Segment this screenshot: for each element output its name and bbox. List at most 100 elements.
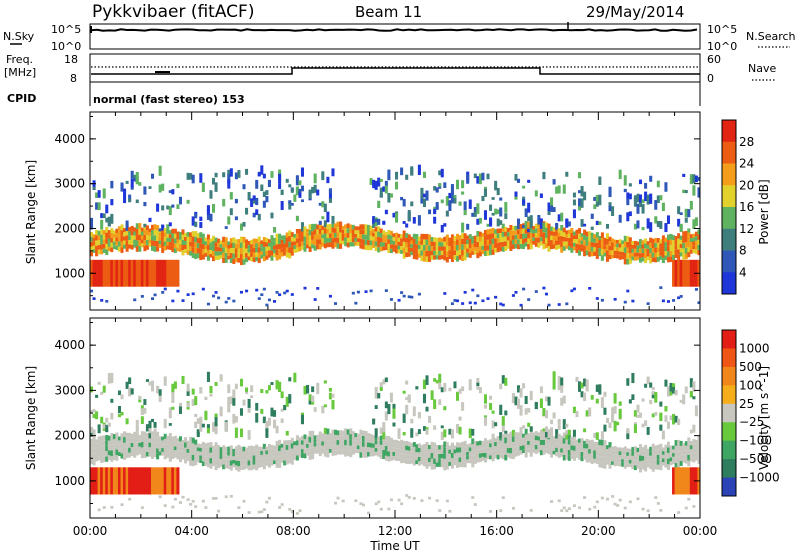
data-cell	[458, 442, 462, 448]
data-cell	[560, 236, 564, 242]
data-cell	[438, 445, 442, 450]
data-cell	[593, 454, 597, 459]
data-cell	[234, 257, 238, 263]
data-cell	[133, 298, 137, 302]
data-cell	[544, 440, 548, 445]
data-cell	[628, 459, 632, 464]
data-cell	[412, 442, 416, 447]
y-tick-label: 3000	[54, 383, 85, 397]
data-cell	[227, 174, 231, 184]
data-cell	[214, 496, 218, 500]
data-cell	[206, 239, 210, 245]
data-cell	[117, 452, 121, 456]
data-cell	[90, 426, 94, 433]
data-cell	[250, 455, 254, 461]
data-cell	[273, 245, 277, 250]
data-cell	[100, 467, 104, 495]
data-cell	[232, 463, 236, 468]
data-cell	[405, 450, 409, 455]
data-cell	[483, 417, 487, 426]
data-cell	[191, 247, 195, 253]
data-cell	[328, 188, 332, 194]
data-cell	[494, 243, 498, 248]
data-cell	[290, 246, 294, 251]
data-cell	[135, 246, 139, 252]
data-cell	[585, 410, 589, 417]
data-cell	[501, 444, 505, 450]
data-cell	[486, 239, 490, 246]
data-cell	[285, 430, 289, 436]
data-cell	[450, 452, 454, 459]
data-cell	[473, 173, 477, 179]
data-cell	[471, 239, 475, 244]
data-cell	[679, 212, 683, 216]
data-cell	[438, 255, 442, 260]
data-cell	[402, 198, 406, 207]
data-cell	[504, 246, 508, 251]
data-cell	[628, 456, 632, 460]
data-cell	[593, 234, 597, 239]
data-cell	[412, 406, 416, 417]
data-cell	[400, 291, 404, 294]
data-cell	[489, 395, 493, 400]
data-cell	[448, 428, 452, 435]
data-cell	[435, 237, 439, 243]
data-cell	[107, 238, 111, 243]
data-cell	[115, 241, 119, 246]
data-cell	[410, 451, 414, 456]
data-cell	[176, 239, 180, 244]
data-cell	[684, 454, 688, 460]
data-cell	[295, 450, 299, 456]
data-cell	[633, 446, 637, 452]
data-cell	[555, 429, 559, 439]
data-cell	[351, 233, 355, 238]
data-cell	[422, 448, 426, 453]
data-cell	[219, 406, 223, 417]
data-cell	[288, 201, 292, 210]
data-cell	[468, 243, 472, 249]
data-cell	[217, 251, 221, 256]
data-cell	[90, 431, 94, 437]
data-cell	[97, 456, 101, 461]
data-cell	[677, 462, 681, 468]
data-cell	[489, 249, 493, 256]
data-cell	[328, 237, 332, 243]
data-cell	[295, 175, 299, 186]
data-cell	[206, 205, 210, 212]
data-cell	[679, 295, 683, 298]
data-cell	[631, 394, 635, 401]
data-cell	[565, 245, 569, 249]
data-cell	[600, 249, 604, 256]
data-cell	[529, 219, 533, 229]
data-cell	[102, 230, 106, 235]
data-cell	[138, 182, 142, 186]
data-cell	[422, 244, 426, 251]
data-cell	[588, 507, 592, 511]
data-cell	[407, 455, 411, 460]
data-cell	[468, 234, 472, 239]
data-cell	[237, 248, 241, 254]
data-cell	[377, 236, 381, 242]
data-cell	[565, 423, 569, 428]
data-cell	[684, 506, 688, 510]
data-cell	[552, 443, 556, 448]
data-cell	[158, 244, 162, 248]
data-cell	[628, 258, 632, 264]
data-cell	[491, 436, 495, 442]
data-cell	[438, 183, 442, 187]
data-cell	[173, 453, 177, 458]
data-cell	[580, 244, 584, 248]
data-cell	[461, 451, 465, 458]
data-cell	[265, 421, 269, 432]
data-cell	[247, 445, 251, 451]
data-cell	[440, 168, 444, 178]
data-cell	[168, 444, 172, 451]
data-cell	[631, 241, 635, 245]
data-cell	[295, 455, 299, 461]
data-cell	[384, 180, 388, 188]
data-cell	[212, 425, 216, 432]
data-cell	[517, 385, 521, 393]
data-cell	[661, 257, 665, 264]
data-cell	[509, 431, 513, 438]
data-cell	[473, 239, 477, 244]
